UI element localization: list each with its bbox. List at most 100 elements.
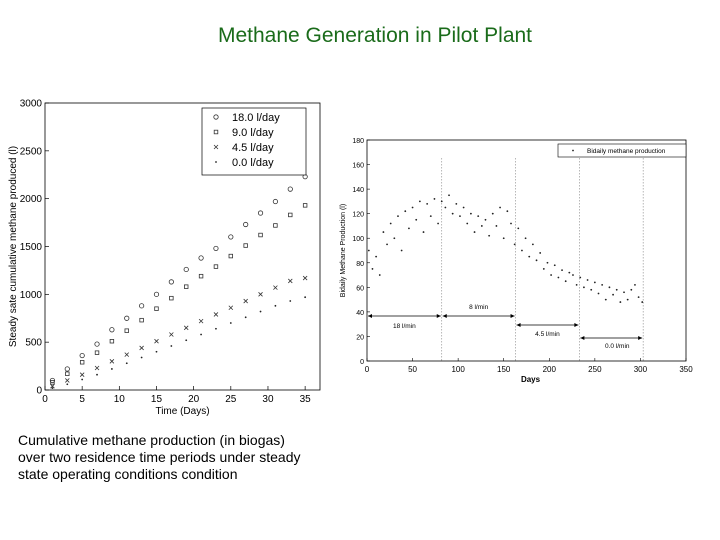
left-x-tick-label-3: 15: [151, 394, 163, 405]
right-point-55: [568, 271, 571, 274]
right-point-9: [400, 249, 403, 252]
left-series-1-point-1-shape: [65, 371, 70, 376]
right-point-47: [539, 252, 542, 254]
left-series-1-point-3: [94, 350, 100, 355]
left-series-0-point-5: [124, 315, 130, 321]
left-series-2-point-13-stroke-b: [243, 298, 248, 304]
left-series-0-point-9: [183, 266, 189, 273]
left-x-tick-label-5: 25: [225, 394, 237, 405]
right-point-70: [623, 291, 625, 294]
left-series-3-point-13-shape: [244, 316, 247, 319]
left-series-1-point-12: [228, 253, 234, 259]
right-y-tick-label-6: 120: [352, 212, 364, 219]
left-series-0-point-3: [94, 341, 100, 347]
left-series-2-point-12: [228, 305, 234, 311]
left-series-1-point-1: [65, 371, 70, 376]
left-series-1-point-8-shape: [169, 295, 174, 301]
left-series-0-point-8-shape: [168, 279, 174, 285]
right-point-51: [553, 264, 556, 267]
left-series-3-point-1-shape: [66, 383, 69, 386]
left-legend-marker-2: [213, 144, 219, 150]
left-y-tick-label-3: 1500: [20, 242, 43, 253]
left-series-2-point-8: [169, 332, 174, 337]
left-series-3-point-14-shape: [259, 310, 262, 313]
left-series-2-point-10: [198, 318, 204, 324]
right-annotation-label-0: 18 l/min: [393, 323, 416, 330]
left-series-3-point-11: [215, 327, 217, 330]
left-series-3-point-10: [200, 333, 202, 336]
left-series-1-point-13-shape: [243, 243, 248, 248]
left-x-tick-label-4: 20: [188, 394, 200, 405]
right-point-4: [382, 231, 385, 233]
caption: Cumulative methane production (in biogas…: [18, 432, 358, 483]
left-series-1-point-17-shape: [302, 203, 308, 208]
right-point-49: [546, 261, 549, 264]
right-point-0: [367, 249, 370, 252]
left-series-2-point-6: [139, 345, 144, 351]
left-series-3-point-4: [110, 368, 113, 370]
left-series-1-point-5-shape: [124, 328, 129, 333]
left-series-1-point-2-shape: [79, 360, 85, 365]
left-series-3-point-9-shape: [185, 339, 188, 342]
left-series-3-point-6: [140, 356, 143, 359]
right-point-43: [524, 237, 527, 240]
left-series-1-point-10: [198, 273, 204, 279]
right-point-27: [466, 222, 469, 225]
left-series-2-point-12-stroke-b: [228, 305, 234, 311]
left-y-tick-label-4: 2000: [20, 194, 43, 205]
right-point-3: [378, 274, 381, 276]
left-series-0-point-16: [287, 186, 293, 192]
right-point-15: [422, 231, 425, 233]
right-x-tick-label-5: 250: [588, 365, 602, 374]
right-annotation-arrowhead-right-3: [638, 336, 643, 340]
left-series-0-point-16-shape: [287, 186, 293, 192]
right-point-50: [550, 274, 553, 276]
left-series-2-point-10-stroke-b: [198, 318, 204, 324]
left-series-1-point-8: [169, 295, 174, 301]
left-series-2-point-15: [273, 285, 278, 290]
right-point-17: [429, 215, 432, 218]
left-series-2-point-1-stroke-b: [65, 378, 70, 383]
right-point-19: [437, 222, 439, 225]
left-series-1-point-4-shape: [109, 339, 115, 344]
left-x-tick-label-0: 0: [42, 394, 48, 405]
caption-line-1: Cumulative methane production (in biogas…: [18, 432, 285, 448]
left-series-0-point-12: [228, 234, 234, 240]
left-series-3-point-11-shape: [215, 327, 217, 330]
left-series-0-point-10: [198, 255, 204, 261]
right-point-48: [542, 268, 545, 270]
left-series-0-point-14: [257, 210, 264, 216]
right-annotation-label-3: 0.0 l/min: [605, 343, 630, 350]
right-point-30: [477, 215, 480, 218]
left-series-1-point-11-shape: [213, 264, 219, 269]
left-series-2-point-17: [302, 275, 308, 281]
left-series-1-point-7-shape: [154, 306, 159, 311]
right-legend-label: Bidaily methane production: [587, 148, 666, 155]
right-point-56: [572, 274, 574, 276]
left-series-2-point-16-stroke-b: [287, 278, 293, 284]
left-series-0-point-15-shape: [272, 198, 279, 205]
right-point-44: [528, 255, 531, 258]
left-series-3-point-2-shape: [81, 378, 84, 381]
left-series-2-point-9: [183, 325, 189, 331]
left-series-1-point-0-shape: [50, 380, 55, 385]
right-point-73: [634, 283, 636, 286]
right-y-tick-label-4: 80: [356, 261, 364, 268]
left-series-0-point-1: [64, 366, 70, 372]
left-series-0-point-11: [213, 245, 219, 252]
right-plot-frame: [366, 139, 687, 362]
right-point-67: [612, 293, 614, 296]
right-point-33: [488, 234, 491, 237]
right-legend-box: [557, 143, 687, 158]
left-series-1-point-12-shape: [228, 253, 234, 259]
right-point-62: [593, 281, 596, 284]
left-series-2-point-0-stroke-b: [50, 383, 55, 389]
left-series-1-point-14: [258, 232, 263, 238]
right-point-57: [575, 283, 578, 286]
left-y-tick-label-1: 500: [25, 338, 42, 349]
left-series-2-point-14-stroke-b: [258, 292, 263, 297]
caption-line-3: state operating conditions condition: [18, 466, 238, 482]
left-legend-marker-3: [215, 161, 217, 163]
left-series-3-point-17-shape: [304, 296, 307, 299]
right-point-42: [521, 249, 523, 252]
